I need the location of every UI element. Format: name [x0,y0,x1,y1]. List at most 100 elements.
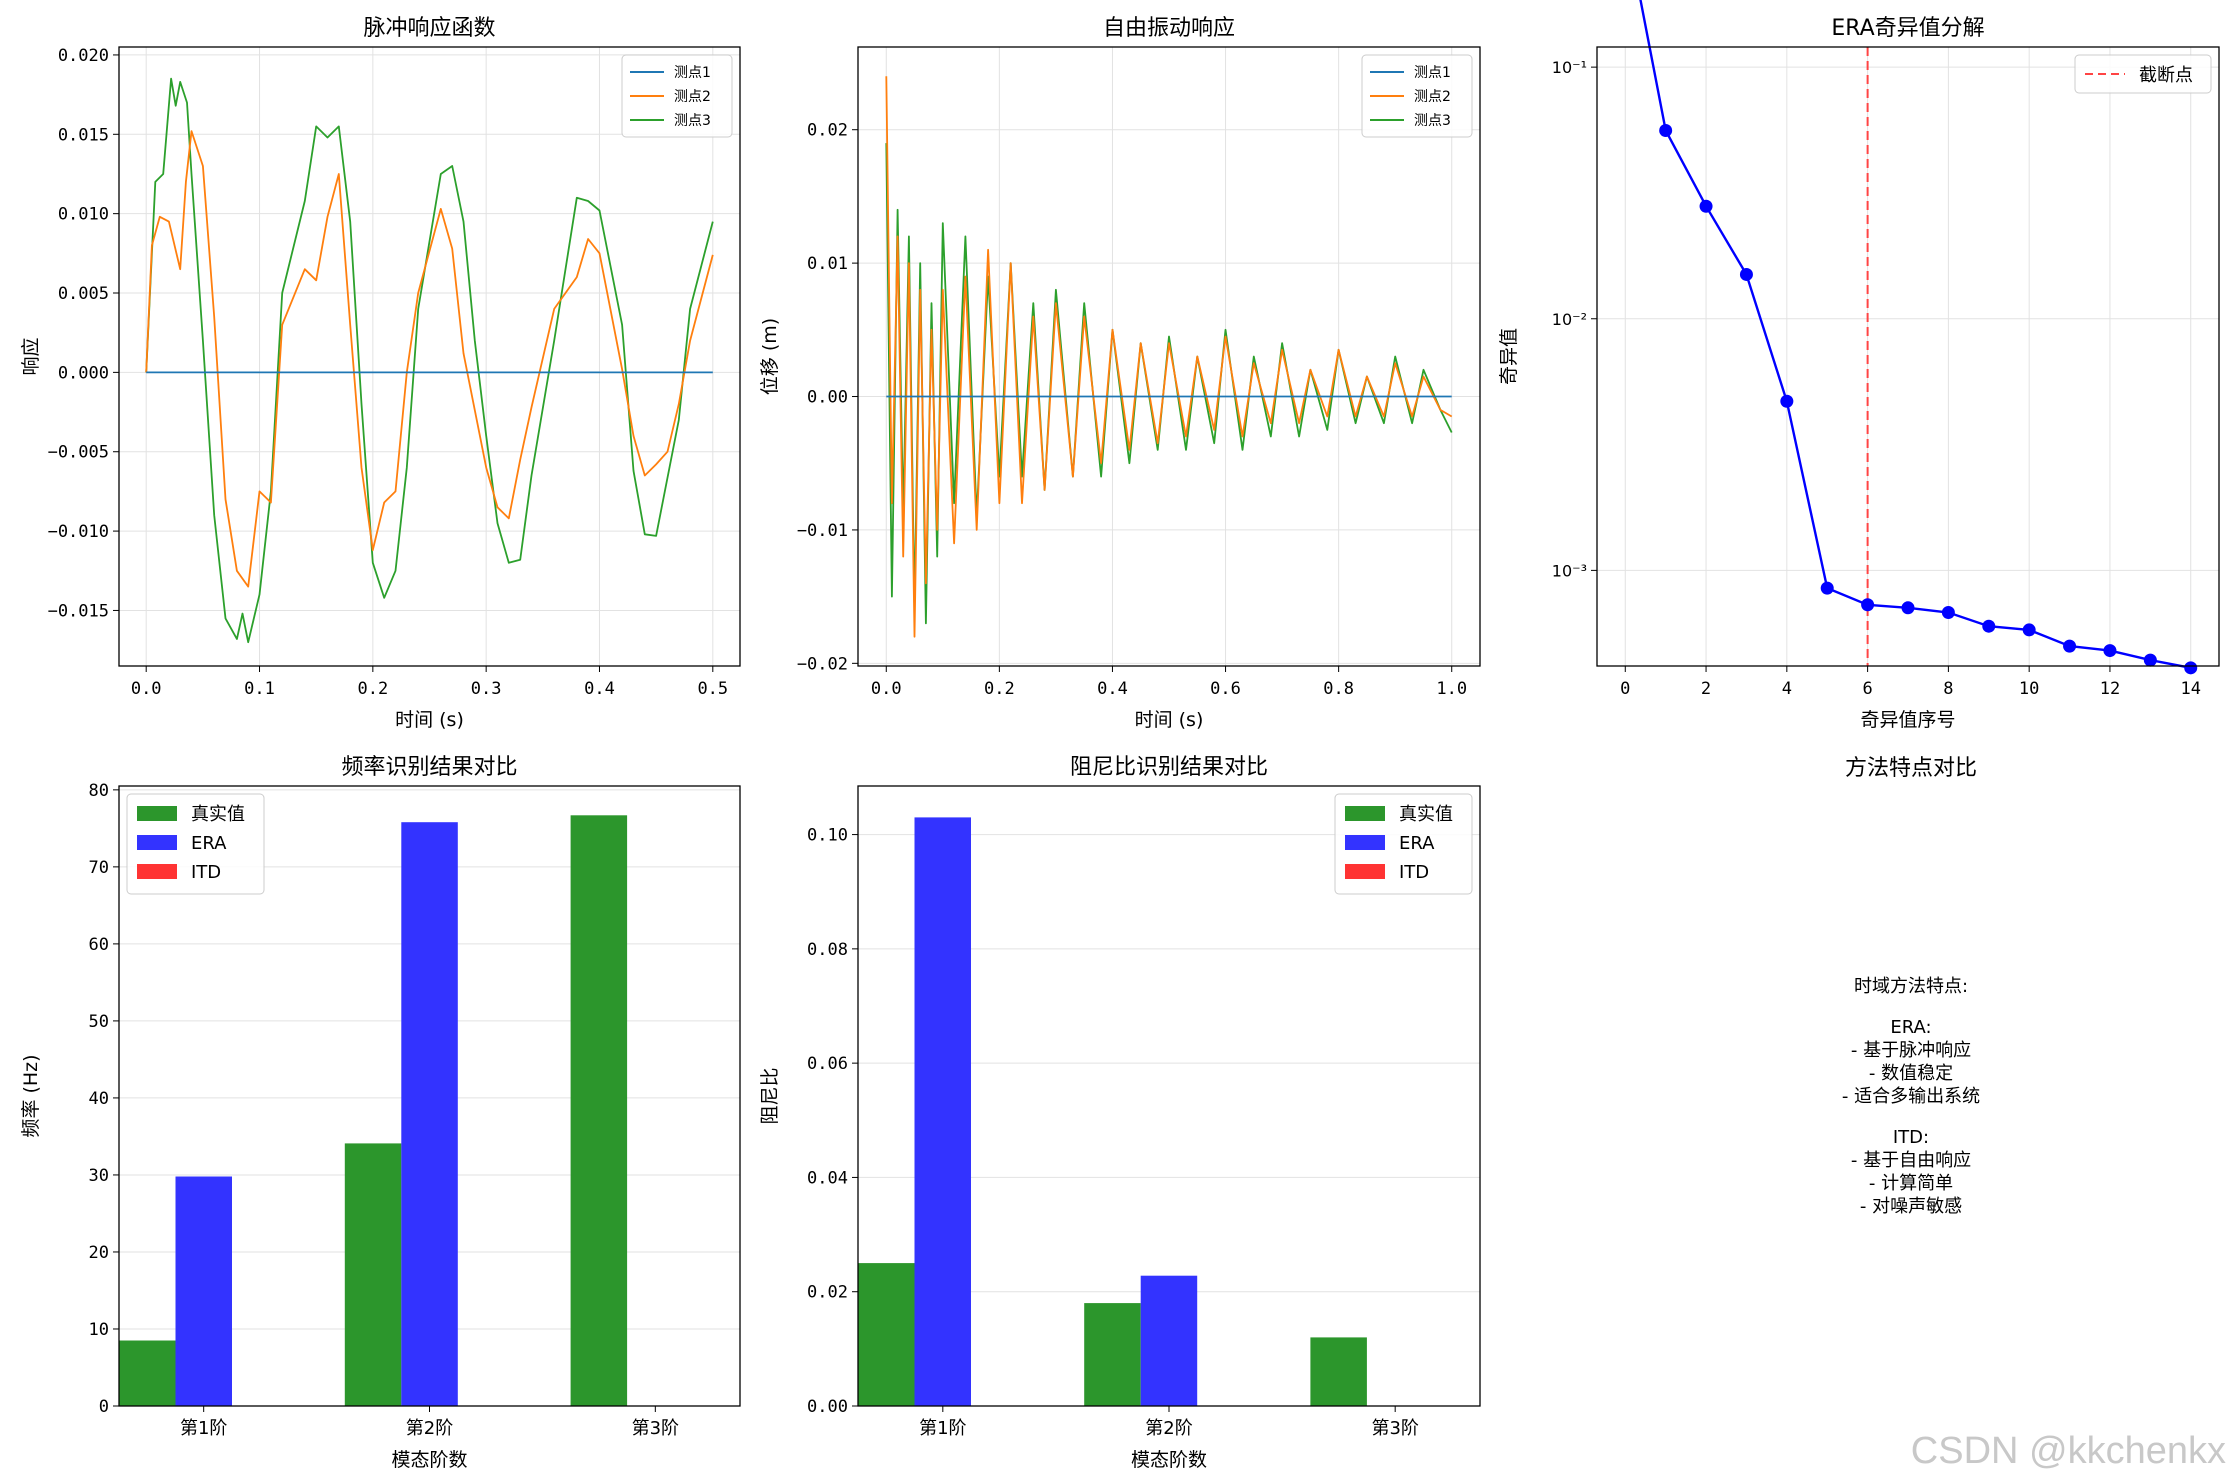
svd-point [1941,606,1955,620]
svd-point [1820,581,1834,595]
freq-xtick-label: 第3阶 [632,1418,679,1439]
free-xtick-label: 1.0 [1436,679,1467,699]
svd-xtick-label: 14 [2180,679,2200,699]
svd-point [1659,123,1673,137]
impulse-series-2 [145,130,714,588]
freq-xlabel: 模态阶数 [391,1449,467,1471]
freq-ytick-label: 0 [99,1397,109,1417]
damp-legend-label: 真实值 [1399,804,1453,825]
svd-xtick-label: 0 [1620,679,1630,699]
freq-legend-label: 真实值 [191,804,245,825]
free-title: 自由振动响应 [1103,16,1235,41]
notes-line-5: - 适合多输出系统 [1842,1086,1980,1107]
impulse-ylabel: 响应 [20,337,42,375]
damp-ytick-label: 0.08 [807,940,848,960]
impulse-ytick-label: 0.000 [58,363,109,383]
free-ytick-label: 0.01 [807,254,848,274]
watermark: CSDN @kkchenkx [1911,1430,2226,1472]
free-ylabel: 位移 (m) [759,318,781,395]
free-xtick-label: 0.2 [984,679,1015,699]
freq-ytick-label: 30 [89,1166,109,1186]
free-legend-label: 测点1 [1414,65,1451,81]
freq-ytick-label: 60 [89,935,109,955]
freq-legend-swatch [137,806,177,821]
impulse-axes-frame [118,46,741,667]
notes-line-10: - 对噪声敏感 [1860,1196,1962,1217]
svd-point [1699,199,1713,213]
impulse-ytick-label: −0.010 [48,522,109,542]
damp-axes-frame [857,785,1481,1407]
freq-xtick-label: 第2阶 [406,1418,453,1439]
impulse-legend-label: 测点1 [674,65,711,81]
freq-bar-1-1 [119,1340,176,1406]
freq-legend-swatch [137,864,177,879]
freq-ytick-label: 80 [89,781,109,801]
svd-axes-frame [1596,46,2220,667]
damp-ylabel: 阻尼比 [759,1067,781,1124]
notes-panel: 方法特点对比 时域方法特点: ERA: - 基于脉冲响应 - 数值稳定 - 适合… [1842,756,1980,1217]
free-series-2 [885,76,1453,638]
impulse-legend-label: 测点2 [674,89,711,105]
svd-point [2143,653,2157,667]
svd-title: ERA奇异值分解 [1831,16,1984,41]
freq-ytick-label: 50 [89,1012,109,1032]
svd-point [1739,267,1753,281]
impulse-xtick-label: 0.4 [584,679,615,699]
svd-point [2022,623,2036,637]
free-axes-frame [857,46,1481,667]
freq-ylabel: 频率 (Hz) [20,1054,42,1137]
freq-ytick-label: 40 [89,1089,109,1109]
freq-ytick-label: 10 [89,1320,109,1340]
free-xtick-label: 0.4 [1097,679,1128,699]
impulse-legend-label: 测点3 [674,113,711,129]
freq-title: 频率识别结果对比 [341,755,517,780]
free-legend [1361,54,1473,138]
damp-legend-swatch [1345,864,1385,879]
svd-point [2184,661,2198,675]
impulse-xtick-label: 0.1 [244,679,275,699]
svd-xlabel: 奇异值序号 [1860,709,1955,731]
svd-point [1861,598,1875,612]
damp-bar-1-2 [1084,1303,1141,1406]
impulse-series-3 [145,77,714,644]
freq-bar-2-1 [175,1176,232,1406]
freq-ytick-label: 70 [89,858,109,878]
freq-xtick-label: 第1阶 [180,1418,227,1439]
impulse-xtick-label: 0.5 [697,679,728,699]
free-legend-label: 测点2 [1414,89,1451,105]
damp-legend-swatch [1345,806,1385,821]
damp-ytick-label: 0.04 [807,1168,848,1188]
freq-bar-1-2 [344,1143,402,1406]
impulse-legend [621,54,733,138]
impulse-ytick-label: −0.005 [48,443,109,463]
notes-line-8: - 基于自由响应 [1851,1150,1971,1171]
svd-series-line [1639,0,2191,669]
free-xtick-label: 0.6 [1210,679,1241,699]
impulse-xlabel: 时间 (s) [395,709,464,731]
damp-xtick-label: 第1阶 [919,1418,966,1439]
svd-point [2063,639,2077,653]
free-ytick-label: −0.02 [797,654,848,674]
free-ytick-label: −0.01 [797,521,848,541]
damp-ytick-label: 0.10 [807,826,848,846]
charts-layer: 0.0 0.1 0.2 0.3 0.4 0.5−0.015−0.010−0.0050.00… [20,0,2220,1471]
svd-ylabel: 奇异值 [1498,328,1520,385]
damp-xlabel: 模态阶数 [1131,1449,1207,1471]
svd-xtick-label: 2 [1701,679,1711,699]
damp-bar-1-3 [1310,1337,1367,1406]
free-xtick-label: 0.8 [1323,679,1354,699]
notes-line-9: - 计算简单 [1869,1173,1953,1194]
impulse-xtick-label: 0.0 [131,679,162,699]
damp-chart: 0.00 0.02 0.04 0.06 0.08 0.10 第1阶 第2阶 第3阶 真实值 ERA I… [759,755,1481,1471]
impulse-ytick-label: 0.015 [58,125,109,145]
impulse-chart: 0.0 0.1 0.2 0.3 0.4 0.5 −0.015 −0.010 −0.005 0.00… [20,16,741,731]
freq-chart: 0 10 20 30 40 50 60 70 80 第1阶 第2阶 第3阶 真实值 ERA ITD 频率识别结… [20,755,741,1471]
svd-xtick-label: 12 [2100,679,2120,699]
impulse-ytick-label: 0.020 [58,46,109,66]
damp-title: 阻尼比识别结果对比 [1070,755,1268,780]
impulse-ytick-label: 0.010 [58,205,109,225]
svd-point [2103,644,2117,658]
freq-bar-2-2 [401,822,458,1406]
damp-xtick-label: 第2阶 [1145,1418,1192,1439]
